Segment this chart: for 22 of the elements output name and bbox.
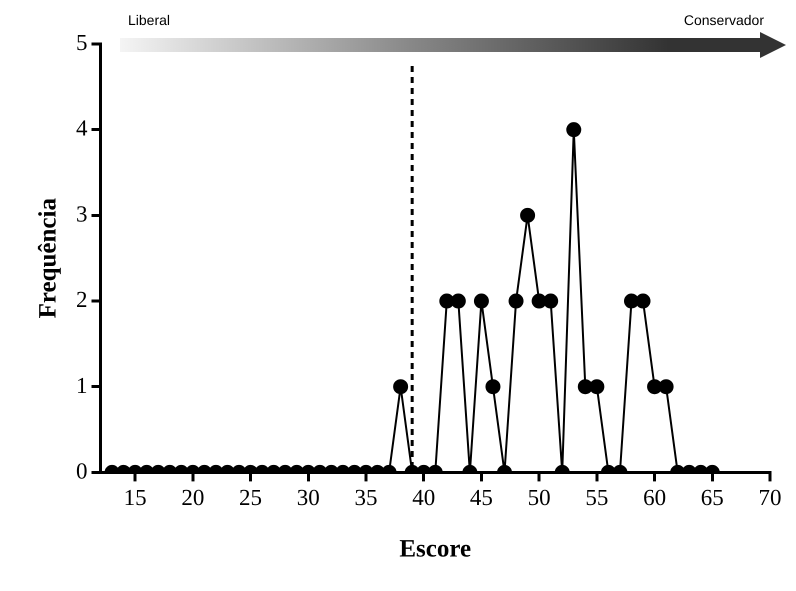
x-tick-label: 25 xyxy=(239,485,262,510)
y-tick-label: 0 xyxy=(76,458,88,484)
x-tick-label: 65 xyxy=(700,485,724,510)
x-axis-title: Escore xyxy=(399,535,472,562)
text: Liberal xyxy=(128,12,170,28)
y-tick-label: 1 xyxy=(76,372,88,398)
x-tick-label: 15 xyxy=(124,485,147,510)
x-tick-label: 50 xyxy=(528,485,551,510)
y-tick-label: 2 xyxy=(76,287,88,312)
x-tick-label: 35 xyxy=(354,485,378,510)
y-tick-label: 4 xyxy=(76,116,88,141)
x-tick-label: 55 xyxy=(585,485,608,510)
y-tick-label: 3 xyxy=(76,201,88,226)
text: Conservador xyxy=(684,12,764,28)
y-tick-label: 5 xyxy=(76,30,88,56)
x-tick-label: 30 xyxy=(296,485,320,510)
x-tick-label: 60 xyxy=(643,485,666,510)
y-axis-title: Frequência xyxy=(34,198,62,318)
x-tick-label: 40 xyxy=(412,485,436,510)
x-tick-label: 70 xyxy=(758,485,782,510)
x-tick-label: 20 xyxy=(181,485,204,510)
x-tick-label: 45 xyxy=(470,485,493,510)
